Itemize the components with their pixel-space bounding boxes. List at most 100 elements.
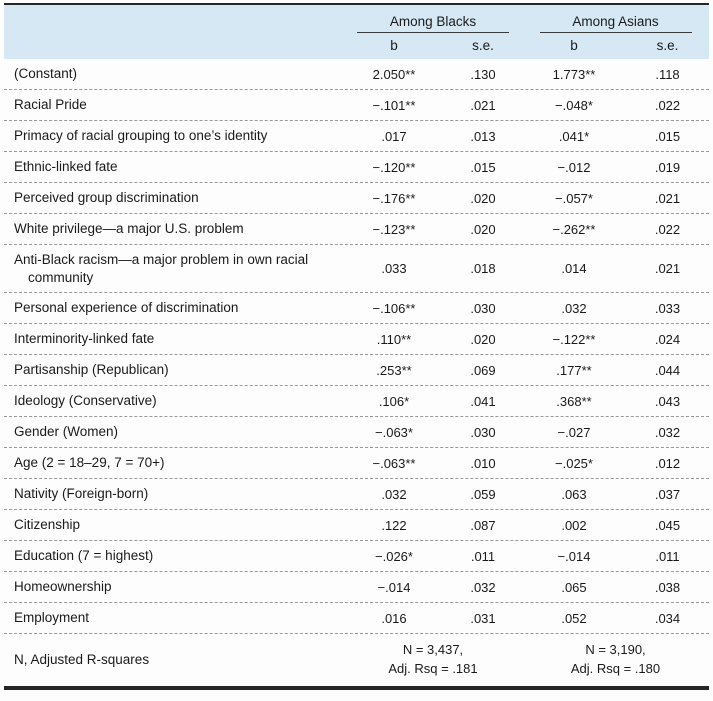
row-value: −.027 [557, 424, 591, 440]
row-label: Citizenship [14, 517, 81, 533]
row-value: .130 [470, 66, 496, 82]
column-group-among-blacks: Among Blacks [344, 13, 522, 33]
row-value: .031 [470, 610, 496, 626]
subheader-row: b s.e. b s.e. [4, 33, 709, 59]
row-value: −.063** [372, 455, 416, 471]
subheader-b-blacks: b [390, 37, 398, 53]
row-label: Homeownership [14, 579, 112, 595]
table-row: Interminority-linked fate .110** .020 −.… [4, 324, 709, 356]
table-row: Nativity (Foreign-born) .032 .059 .063 .… [4, 479, 709, 511]
row-value: −.014 [557, 548, 591, 564]
table-row: Age (2 = 18–29, 7 = 70+) −.063** .010 −.… [4, 448, 709, 480]
row-label: White privilege—a major U.S. problem [14, 221, 244, 237]
row-value: −.120** [372, 159, 416, 175]
row-label: Employment [14, 610, 90, 626]
row-value: .032 [381, 486, 407, 502]
row-value: .063 [561, 486, 587, 502]
row-value: .017 [381, 128, 407, 144]
row-value: .065 [561, 579, 587, 595]
row-value: .024 [654, 331, 681, 347]
table-row: White privilege—a major U.S. problem −.1… [4, 214, 709, 245]
row-value: .038 [654, 579, 681, 595]
row-value: .021 [470, 97, 496, 113]
row-value: −.101** [372, 97, 416, 113]
row-value: .018 [470, 261, 496, 277]
table-footer-row: N, Adjusted R-squares N = 3,437, Adj. Rs… [4, 634, 709, 686]
table-row: Employment .016 .031 .052 .034 [4, 603, 709, 635]
row-value: .044 [654, 362, 681, 378]
row-value: .368** [556, 393, 592, 409]
footer-n-asians: N = 3,190, [585, 642, 646, 658]
row-value: −.014 [377, 579, 411, 595]
row-label: (Constant) [14, 66, 78, 82]
table-body: (Constant) 2.050** .130 1.773** .118 Rac… [4, 59, 709, 635]
row-label: Anti-Black racism—a major problem in own… [14, 252, 309, 285]
row-value: .118 [655, 66, 680, 82]
row-value: .041 [470, 393, 496, 409]
table-row: Partisanship (Republican) .253** .069 .1… [4, 355, 709, 387]
row-value: .106* [378, 393, 410, 409]
table-row: (Constant) 2.050** .130 1.773** .118 [4, 59, 709, 90]
row-label: Gender (Women) [14, 424, 119, 440]
table-row: Personal experience of discrimination −.… [4, 293, 709, 325]
row-value: .032 [470, 579, 496, 595]
row-value: .020 [470, 331, 496, 347]
row-value: .010 [470, 455, 496, 471]
row-value: .032 [654, 424, 681, 440]
row-value: −.123** [372, 221, 416, 237]
row-label: Age (2 = 18–29, 7 = 70+) [14, 455, 165, 471]
table-row: Ideology (Conservative) .106* .041 .368*… [4, 386, 709, 418]
row-value: .030 [470, 300, 496, 316]
row-value: .033 [654, 300, 681, 316]
footer-n-blacks: N = 3,437, [402, 642, 464, 658]
row-value: −.012 [557, 159, 591, 175]
row-label: Nativity (Foreign-born) [14, 486, 149, 502]
subheader-se-asians: s.e. [656, 37, 679, 53]
row-value: 1.773** [552, 66, 596, 82]
table-row: Perceived group discrimination −.176** .… [4, 183, 709, 214]
row-value: .022 [654, 221, 681, 237]
row-value: −.262** [552, 221, 596, 237]
footer-rsq-blacks: Adj. Rsq = .181 [388, 661, 478, 677]
row-value: .043 [654, 393, 681, 409]
column-group-row: Among Blacks Among Asians [4, 5, 709, 33]
row-value: .022 [654, 97, 681, 113]
subheader-se-blacks: s.e. [472, 37, 494, 53]
row-value: −.106** [372, 300, 416, 316]
row-value: .016 [381, 610, 407, 626]
row-label: Partisanship (Republican) [14, 362, 169, 378]
column-group-label-blacks: Among Blacks [357, 14, 509, 33]
row-value: .034 [654, 610, 681, 626]
row-value: .019 [654, 159, 681, 175]
row-value: .110** [376, 331, 412, 347]
table-row: Education (7 = highest) −.026* .011 −.01… [4, 541, 709, 573]
row-label: Ethnic-linked fate [14, 159, 118, 175]
row-value: −.063* [375, 424, 413, 440]
table-header: Among Blacks Among Asians b s.e. b s.e. [4, 5, 709, 59]
table-row: Racial Pride −.101** .021 −.048* .022 [4, 90, 709, 121]
table-row: Homeownership −.014 .032 .065 .038 [4, 572, 709, 604]
row-value: .011 [470, 548, 496, 564]
footer-label: N, Adjusted R-squares [14, 652, 150, 668]
row-value: .087 [470, 517, 496, 533]
row-value: .011 [655, 548, 680, 564]
row-value: .021 [654, 261, 681, 277]
row-value: .069 [470, 362, 496, 378]
table-row: Primacy of racial grouping to one’s iden… [4, 121, 709, 152]
row-value: .052 [561, 610, 587, 626]
row-value: .177** [556, 362, 592, 378]
footer-stats-blacks: N = 3,437, Adj. Rsq = .181 [344, 635, 522, 685]
row-label: Primacy of racial grouping to one’s iden… [14, 128, 268, 144]
row-value: .037 [654, 486, 681, 502]
row-value: .012 [654, 455, 681, 471]
row-value: .015 [470, 159, 496, 175]
regression-table: Among Blacks Among Asians b s.e. b s.e. … [4, 3, 709, 691]
row-value: .020 [470, 221, 496, 237]
row-value: −.026* [375, 548, 413, 564]
row-value: 2.050** [372, 66, 416, 82]
footer-rsq-asians: Adj. Rsq = .180 [570, 661, 661, 677]
row-value: .122 [381, 517, 407, 533]
row-label: Racial Pride [14, 97, 87, 113]
column-group-among-asians: Among Asians [522, 13, 709, 33]
subheader-b-asians: b [570, 37, 578, 53]
